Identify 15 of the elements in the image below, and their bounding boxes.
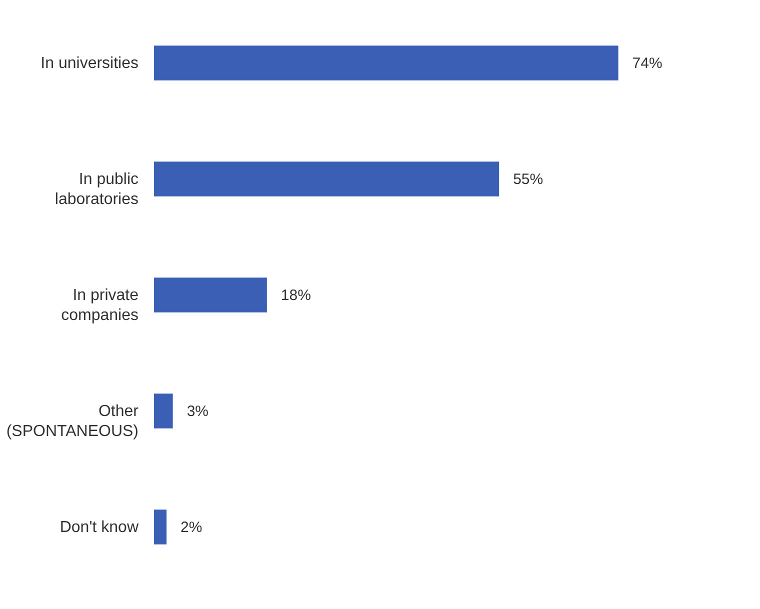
data-label: 3%: [186, 403, 209, 420]
y-tick-label: Other (SPONTANEOUS): [6, 403, 140, 440]
data-label: 18%: [280, 287, 311, 304]
bar: [154, 394, 173, 428]
bar: [154, 510, 167, 544]
y-tick-label: In universities: [40, 55, 138, 72]
y-tick-label: In public laboratories: [54, 171, 138, 208]
y-tick-label: In private companies: [61, 287, 139, 324]
data-label: 55%: [513, 171, 544, 188]
data-label: 2%: [180, 519, 202, 536]
y-tick-label: Don't know: [60, 519, 139, 536]
data-label: 74%: [632, 55, 662, 72]
bar: [154, 46, 618, 80]
bar: [154, 162, 500, 196]
bar: [154, 278, 267, 312]
